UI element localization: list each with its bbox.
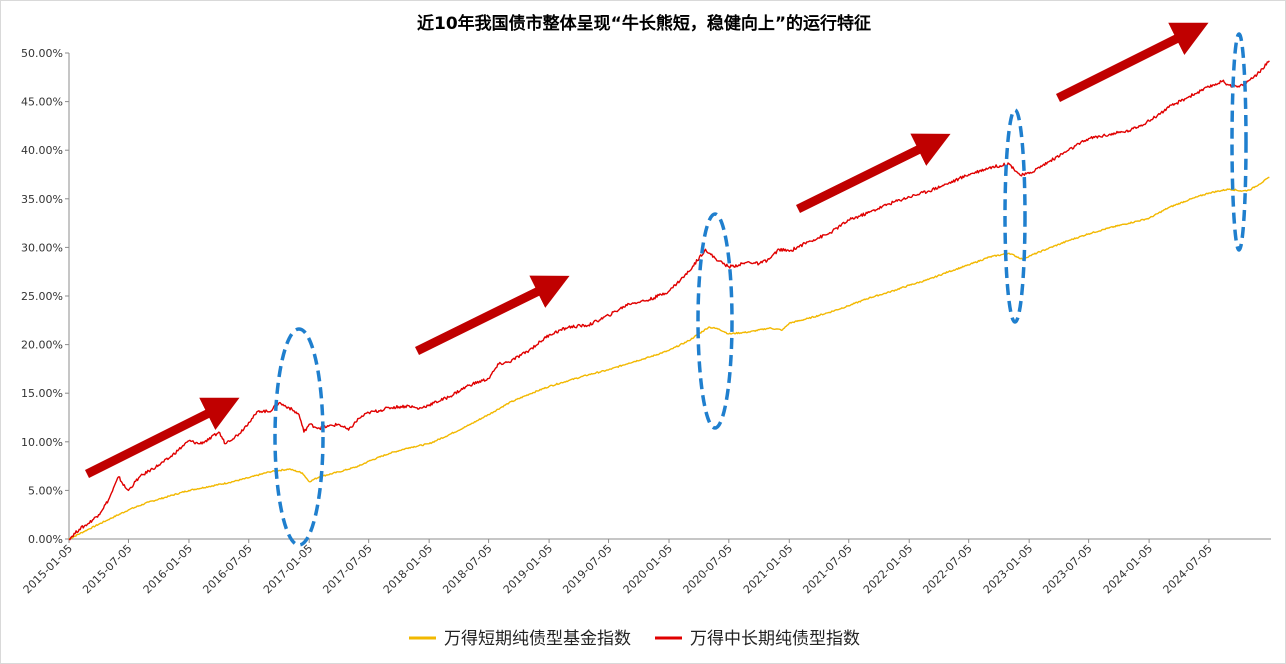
x-tick-label: 2016-07-05 — [200, 542, 254, 596]
series-layer — [68, 60, 1270, 541]
series-line-mid-long-term — [68, 60, 1270, 541]
x-tick-label: 2024-07-05 — [1161, 542, 1215, 596]
drawdown-highlight-ellipse — [1230, 32, 1248, 252]
y-tick-label: 10.00% — [21, 436, 63, 449]
drawdown-highlight-ellipse — [696, 212, 734, 430]
series-line-short-term — [68, 176, 1270, 540]
y-tick-label: 45.00% — [21, 96, 63, 109]
y-tick-label: 5.00% — [28, 484, 63, 497]
annotation-layer — [84, 22, 1248, 547]
x-tick-label: 2019-01-05 — [501, 542, 555, 596]
x-tick-label: 2016-01-05 — [141, 542, 195, 596]
y-tick-label: 0.00% — [28, 533, 63, 546]
y-tick-label: 15.00% — [21, 387, 63, 400]
x-tick-label: 2020-01-05 — [621, 542, 675, 596]
x-tick-label: 2021-01-05 — [741, 542, 795, 596]
trend-arrow — [796, 133, 951, 214]
x-tick-label: 2020-07-05 — [681, 542, 735, 596]
x-tick-label: 2019-07-05 — [560, 542, 614, 596]
y-tick-label: 50.00% — [21, 47, 63, 60]
trend-arrow — [1055, 22, 1209, 103]
x-tick-label: 2015-01-05 — [21, 542, 75, 596]
x-tick-label: 2024-01-05 — [1101, 542, 1155, 596]
x-tick-label: 2017-01-05 — [261, 542, 315, 596]
trend-arrow — [415, 275, 570, 356]
y-tick-label: 35.00% — [21, 193, 63, 206]
x-tick-label: 2018-07-05 — [440, 542, 494, 596]
drawdown-highlight-ellipse — [1003, 108, 1027, 324]
y-tick-label: 40.00% — [21, 144, 63, 157]
y-tick-label: 25.00% — [21, 290, 63, 303]
drawdown-highlight-ellipse — [273, 327, 325, 547]
y-tick-label: 20.00% — [21, 339, 63, 352]
legend: 万得短期纯债型基金指数 万得中长期纯债型指数 — [409, 629, 860, 649]
x-tick-label: 2015-07-05 — [80, 542, 134, 596]
trend-arrow — [84, 397, 240, 479]
x-tick-label: 2017-07-05 — [320, 542, 374, 596]
x-tick-label: 2018-01-05 — [381, 542, 435, 596]
x-tick-label: 2022-01-05 — [861, 542, 915, 596]
x-tick-label: 2023-07-05 — [1040, 542, 1094, 596]
x-tick-label: 2023-01-05 — [981, 542, 1035, 596]
legend-label: 万得中长期纯债型指数 — [690, 629, 860, 649]
x-tick-label: 2021-07-05 — [800, 542, 854, 596]
legend-label: 万得短期纯债型基金指数 — [444, 629, 631, 649]
y-tick-label: 30.00% — [21, 241, 63, 254]
axes-layer: 0.00% 5.00% 10.00% 15.00% 20.00% 25.00% 30.00%… — [21, 47, 1271, 596]
chart-title: 近10年我国债市整体呈现“牛长熊短，稳健向上”的运行特征 — [417, 13, 871, 34]
x-tick-label: 2022-07-05 — [920, 542, 974, 596]
